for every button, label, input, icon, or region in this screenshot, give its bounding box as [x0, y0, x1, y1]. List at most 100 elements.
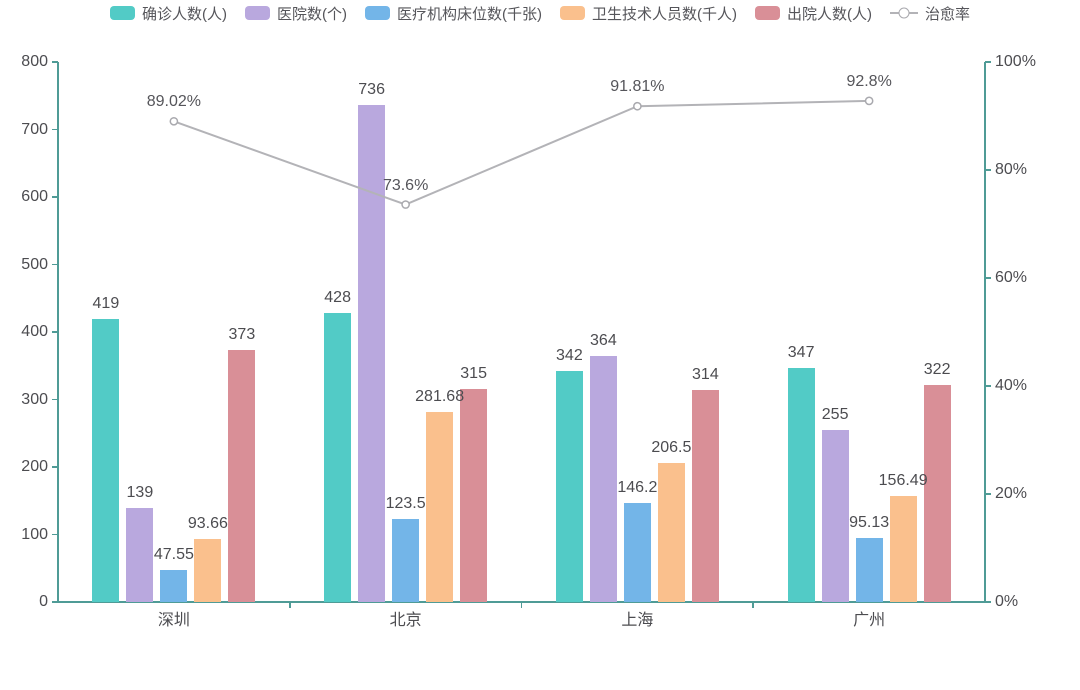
- bar-health-staff-2[interactable]: [657, 462, 685, 602]
- right-axis-tick-label: 0%: [995, 593, 1019, 610]
- bar-hospitals-2[interactable]: [589, 356, 617, 602]
- left-axis-tick-label: 300: [21, 390, 48, 408]
- legend-label-beds: 医疗机构床位数(千张): [396, 5, 542, 23]
- left-axis-tick: [52, 533, 58, 536]
- cure-rate-marker-3[interactable]: [864, 96, 874, 106]
- legend-item-health-staff[interactable]: 卫生技术人员数(千人): [559, 3, 737, 24]
- bar-confirmed-2[interactable]: [555, 371, 583, 602]
- x-axis-category-label: 广州: [853, 612, 886, 629]
- left-axis-tick-label: 500: [21, 255, 48, 273]
- bar-confirmed-3[interactable]: [787, 367, 815, 602]
- right-axis-tick-label: 100%: [995, 53, 1036, 70]
- bar-beds-3[interactable]: [855, 537, 883, 602]
- right-axis-tick: [985, 277, 991, 279]
- left-axis-tick: [52, 398, 58, 401]
- left-axis-tick: [52, 128, 58, 131]
- legend-label-cure-rate: 治愈率: [924, 5, 970, 23]
- x-axis-category-label: 深圳: [157, 612, 190, 629]
- left-axis-tick: [52, 331, 58, 333]
- bar-value-label-discharged-1: 315: [460, 365, 487, 383]
- bar-value-label-health-staff-2: 206.5: [651, 438, 692, 456]
- legend-item-beds[interactable]: 医疗机构床位数(千张): [364, 3, 542, 24]
- x-axis-tick: [752, 602, 755, 608]
- left-axis-tick-label: 400: [21, 323, 48, 340]
- legend-swatch-discharged: [754, 6, 780, 20]
- bar-value-label-hospitals-2: 364: [590, 332, 617, 350]
- bar-hospitals-0[interactable]: [126, 508, 154, 602]
- x-axis-category-label: 北京: [389, 612, 422, 629]
- bar-value-label-discharged-2: 314: [692, 366, 719, 384]
- bar-value-label-hospitals-3: 255: [821, 405, 849, 423]
- legend: 确诊人数(人) 医院数(个) 医疗机构床位数(千张) 卫生技术人员数(千人) 出院人数(…: [0, 0, 1080, 26]
- left-axis-tick-label: 100: [21, 525, 48, 543]
- left-axis-tick-label: 700: [21, 120, 48, 138]
- bar-value-label-beds-0: 47.55: [153, 545, 194, 563]
- bar-hospitals-3[interactable]: [821, 429, 849, 602]
- legend-label-hospitals: 医院数(个): [276, 5, 347, 23]
- right-axis-tick: [985, 385, 991, 387]
- bar-value-label-discharged-3: 322: [923, 360, 951, 378]
- left-axis-tick: [52, 61, 58, 63]
- bar-beds-2[interactable]: [623, 503, 651, 602]
- bar-value-label-hospitals-1: 736: [358, 81, 385, 99]
- bar-beds-1[interactable]: [392, 518, 420, 602]
- left-axis-tick: [52, 196, 58, 198]
- legend-item-discharged[interactable]: 出院人数(人): [754, 3, 872, 24]
- legend-line-icon: [889, 7, 918, 19]
- left-axis-tick: [52, 466, 58, 468]
- bar-discharged-1[interactable]: [460, 389, 488, 602]
- bar-value-label-health-staff-1: 281.68: [415, 387, 465, 405]
- left-axis-tick-label: 800: [21, 53, 48, 70]
- right-axis-tick: [985, 493, 991, 495]
- legend-label-confirmed: 确诊人数(人): [141, 5, 227, 23]
- bar-confirmed-1[interactable]: [324, 313, 352, 602]
- bar-value-label-confirmed-3: 347: [787, 343, 815, 361]
- bar-beds-0[interactable]: [160, 569, 188, 602]
- legend-swatch-confirmed: [109, 6, 135, 20]
- bar-value-label-beds-1: 123.5: [385, 494, 426, 512]
- bar-value-label-beds-2: 146.2: [617, 479, 658, 497]
- cure-rate-line: [173, 99, 870, 206]
- right-axis-tick: [985, 169, 991, 171]
- legend-swatch-health-staff: [559, 6, 585, 20]
- legend-swatch-beds: [364, 6, 390, 20]
- cure-rate-label-2: 91.81%: [610, 78, 665, 96]
- cure-rate-marker-0[interactable]: [169, 116, 179, 126]
- x-axis-line: [58, 601, 985, 603]
- bar-value-label-health-staff-0: 93.66: [187, 514, 228, 532]
- bar-confirmed-0[interactable]: [92, 319, 120, 602]
- cure-rate-marker-2[interactable]: [633, 101, 642, 111]
- right-axis-tick-label: 60%: [995, 269, 1028, 286]
- bar-value-label-hospitals-0: 139: [126, 484, 154, 502]
- bar-health-staff-0[interactable]: [194, 538, 222, 602]
- cure-rate-label-3: 92.8%: [846, 72, 892, 90]
- bar-health-staff-3[interactable]: [889, 496, 917, 602]
- bar-discharged-3[interactable]: [923, 384, 951, 602]
- bar-discharged-0[interactable]: [228, 350, 256, 602]
- cure-rate-marker-1[interactable]: [401, 200, 410, 209]
- cure-rate-label-1: 73.6%: [382, 176, 429, 194]
- x-axis-category-label: 上海: [621, 612, 654, 629]
- left-axis-tick-label: 200: [21, 458, 48, 475]
- legend-label-health-staff: 卫生技术人员数(千人): [591, 5, 737, 23]
- left-axis-tick: [52, 263, 58, 266]
- right-axis-tick: [985, 61, 991, 63]
- right-axis-tick-label: 40%: [995, 377, 1028, 394]
- bar-value-label-confirmed-1: 428: [324, 289, 351, 307]
- legend-ring-icon: [898, 7, 910, 19]
- legend-item-confirmed[interactable]: 确诊人数(人): [109, 3, 227, 24]
- legend-item-hospitals[interactable]: 医院数(个): [244, 3, 347, 24]
- right-y-axis-line: [984, 62, 986, 602]
- legend-item-cure-rate[interactable]: 治愈率: [889, 3, 970, 24]
- bar-discharged-2[interactable]: [691, 390, 719, 602]
- x-axis-tick: [288, 602, 291, 608]
- bar-health-staff-1[interactable]: [426, 411, 454, 602]
- left-axis-tick: [52, 601, 58, 603]
- x-axis-tick: [520, 602, 523, 608]
- bar-value-label-discharged-0: 373: [228, 326, 256, 344]
- bar-value-label-confirmed-0: 419: [92, 295, 120, 313]
- legend-swatch-hospitals: [244, 6, 270, 20]
- left-axis-tick-label: 0: [39, 593, 48, 610]
- bar-value-label-confirmed-2: 342: [556, 347, 583, 365]
